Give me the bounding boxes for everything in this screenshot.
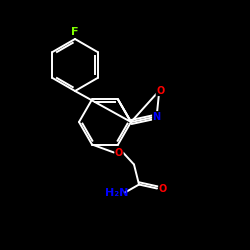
Text: N: N [152,112,161,122]
Text: O: O [115,148,123,158]
Text: F: F [71,27,79,37]
Text: O: O [159,184,167,194]
Text: O: O [156,86,164,96]
Text: H₂N: H₂N [105,188,129,198]
